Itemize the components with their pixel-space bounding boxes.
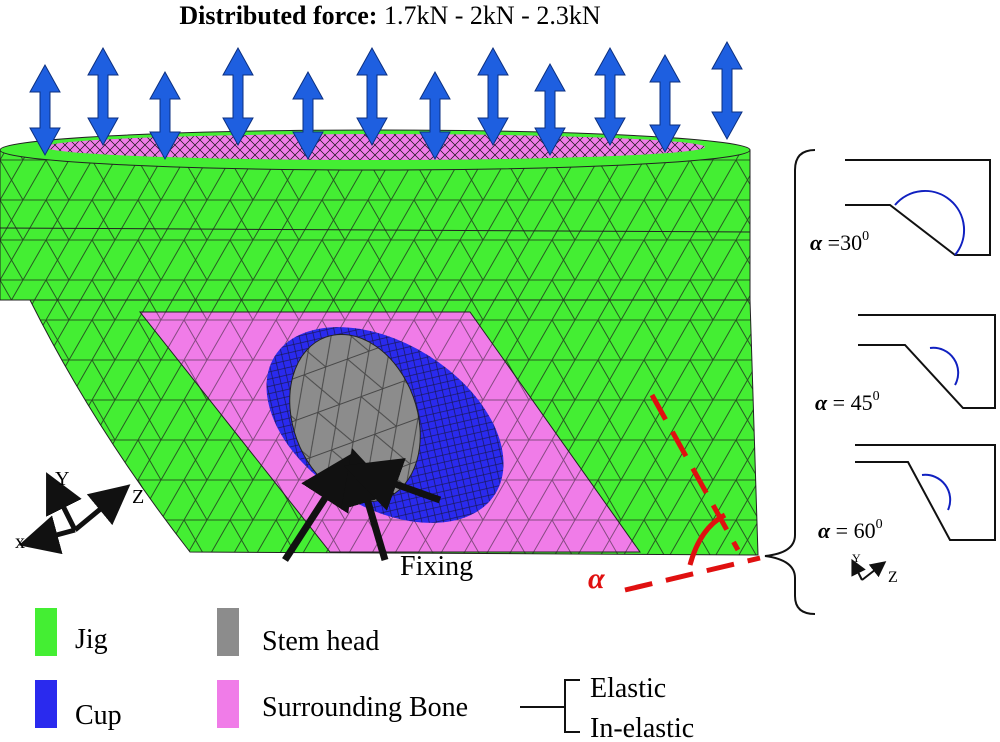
inset-angle: 30 — [840, 230, 862, 255]
bone-bracket — [520, 679, 580, 733]
legend-label: Jig — [75, 624, 108, 655]
axis-z: Z — [132, 486, 144, 508]
inset-label: α = 450 — [815, 389, 880, 415]
bone-type: In-elastic — [590, 713, 694, 742]
title-values: 1.7kN - 2kN - 2.3kN — [384, 1, 601, 30]
bone-type: Elastic — [590, 673, 666, 704]
inset-symbol: α — [815, 390, 828, 415]
inset-unit: 0 — [873, 389, 880, 404]
inset-label: α =300 — [810, 229, 869, 255]
inset-unit: 0 — [876, 517, 883, 532]
title-label: Distributed force: — [179, 1, 377, 30]
legend-label: Stem head — [262, 626, 379, 657]
alpha-lines — [624, 393, 761, 593]
inset-triad — [851, 558, 887, 581]
legend-label: Surrounding Bone — [262, 692, 468, 723]
axis-y: Y — [55, 468, 69, 490]
inset-shapes — [845, 159, 996, 541]
brace — [764, 149, 816, 615]
title: Distributed force: 1.7kN - 2kN - 2.3kN — [179, 1, 600, 30]
inset-axis-z: Z — [888, 569, 898, 586]
inset-relation: = — [836, 518, 848, 543]
alpha-label: α — [588, 562, 605, 595]
inset-symbol: α — [810, 230, 823, 255]
legend-swatch — [217, 680, 239, 728]
fixing-arrows — [282, 448, 442, 562]
inset-axis-y: Y — [852, 551, 861, 565]
inset-unit: 0 — [862, 229, 869, 244]
axis-x: x — [15, 531, 25, 553]
inset-symbol: α — [818, 518, 831, 543]
legend-label: Cup — [75, 700, 122, 731]
inset-relation: = — [833, 390, 845, 415]
force-arrows — [29, 40, 743, 161]
inset-relation: = — [828, 230, 840, 255]
legend-swatch — [35, 680, 57, 728]
inset-angle: 60 — [854, 518, 876, 543]
legend-swatch — [217, 608, 239, 656]
axis-triad — [18, 472, 131, 555]
inset-angle: 45 — [851, 390, 873, 415]
legend-swatch — [35, 608, 57, 656]
fixing-label: Fixing — [400, 551, 473, 582]
inset-label: α = 600 — [818, 517, 883, 543]
